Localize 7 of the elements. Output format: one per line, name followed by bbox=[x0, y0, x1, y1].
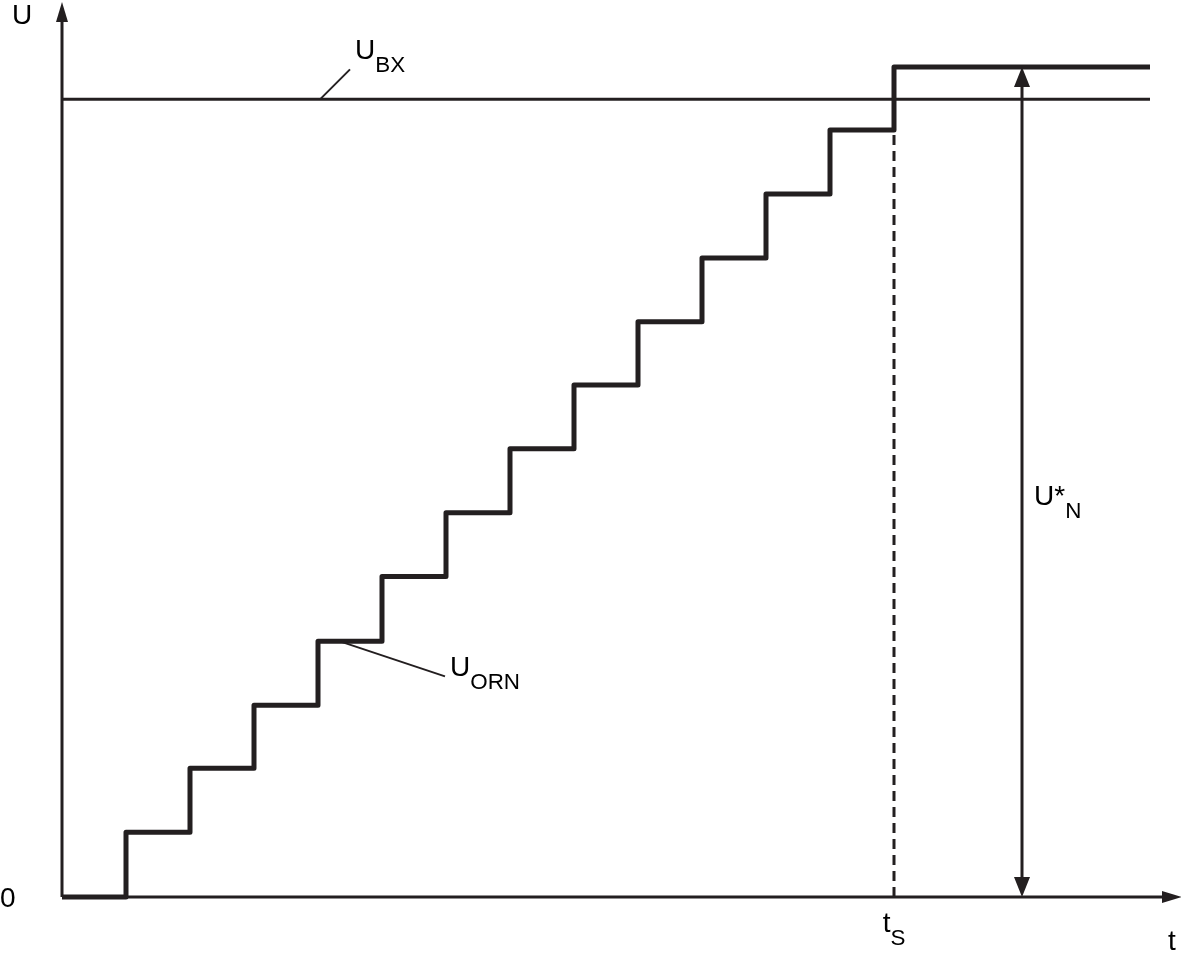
annotation: U*$_{N}$ bbox=[1034, 480, 1082, 523]
text: t$_{S}$ bbox=[882, 907, 906, 950]
x-axis-title: t bbox=[1168, 925, 1176, 955]
ref-line-label: U$_{BX}$ bbox=[355, 34, 406, 77]
text: 0 bbox=[0, 882, 16, 913]
y-axis-title: U bbox=[12, 0, 33, 30]
legend-label: U$_{ORN}$ bbox=[450, 651, 520, 694]
